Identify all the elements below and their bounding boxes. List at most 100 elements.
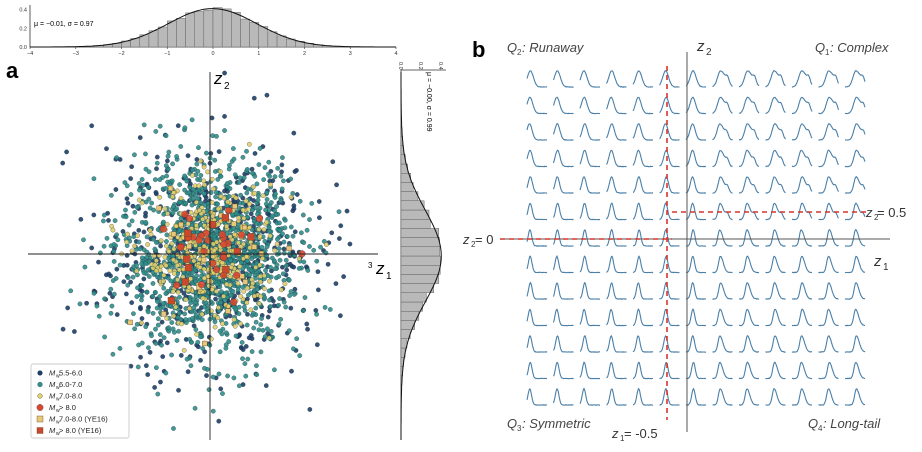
scatter-point — [136, 197, 142, 203]
scatter-point — [347, 241, 353, 247]
grid-curve — [818, 123, 840, 141]
scatter-point — [193, 192, 198, 198]
grid-curve — [579, 229, 601, 247]
scatter-point — [165, 211, 170, 216]
scatter-point — [264, 190, 270, 195]
grid-curve — [552, 387, 574, 406]
scatter-point — [283, 257, 289, 263]
scatter-point — [200, 346, 206, 351]
grid-curve — [632, 149, 654, 168]
scatter-point — [196, 145, 201, 150]
grid-curve — [526, 255, 548, 274]
scatter-point — [258, 273, 263, 279]
scatter-point — [261, 177, 267, 182]
grid-curve — [791, 70, 813, 88]
scatter-point — [241, 288, 247, 294]
z2-zero-label: z 2 = 0 — [462, 232, 493, 249]
scatter-point — [117, 346, 123, 351]
grid-curve — [553, 335, 574, 353]
scatter-point — [274, 241, 280, 247]
right-hist-bar — [400, 265, 441, 275]
scatter-point-square — [183, 255, 191, 263]
grid-curve — [739, 202, 760, 221]
scatter-point — [206, 387, 212, 393]
scatter-point — [130, 274, 136, 280]
scatter-point — [176, 328, 181, 334]
top-hist-bar — [240, 18, 250, 48]
scatter-point — [201, 178, 206, 184]
scatter-point — [261, 227, 267, 232]
grid-curve — [818, 308, 839, 327]
scatter-point — [249, 166, 255, 172]
scatter-point — [78, 217, 84, 222]
scatter-point — [278, 198, 284, 204]
scatter-point — [158, 379, 163, 385]
scatter-point — [213, 296, 218, 302]
scatter-point — [190, 167, 195, 173]
scatter-point — [247, 225, 252, 230]
right-hist-bar — [400, 182, 414, 192]
scatter-point — [154, 365, 159, 370]
grid-curve — [552, 229, 574, 247]
scatter-point — [122, 180, 128, 185]
scatter-point — [231, 146, 236, 151]
scatter-point — [153, 326, 158, 332]
top-hist-bar — [249, 22, 259, 48]
scatter-point — [196, 183, 202, 189]
scatter-point — [305, 326, 310, 332]
scatter-point — [114, 312, 120, 317]
scatter-point — [109, 193, 114, 198]
scatter-point — [257, 146, 263, 151]
scatter-point — [255, 214, 264, 223]
z2-zero-sub: 2 — [471, 240, 476, 249]
top-hist-xtick-label: −2 — [118, 51, 124, 57]
grid-curve — [712, 96, 733, 114]
legend-label-sub: w — [56, 408, 60, 414]
legend-label-text: > 8.0 (YE16) — [59, 426, 102, 435]
scatter-point — [222, 70, 227, 76]
grid-curve — [765, 308, 786, 327]
grid-curve — [579, 96, 601, 115]
scatter-point — [257, 262, 263, 268]
scatter-point — [259, 244, 265, 250]
scatter-point — [170, 194, 175, 200]
scatter-point — [218, 194, 224, 199]
panel-a: −4 −3 −2 −1 0 1 2 3 4 0.0 0.2 0.4 μ = −0.01, σ = 0… — [6, 5, 446, 440]
scatter-point — [124, 262, 130, 268]
grid-curve — [791, 96, 813, 115]
scatter-point — [184, 356, 190, 362]
grid-curve — [738, 388, 760, 406]
grid-curve — [659, 202, 680, 221]
grid-curve — [739, 70, 760, 88]
scatter-point — [176, 267, 182, 273]
grid-curve — [765, 387, 786, 406]
scatter-point — [146, 274, 152, 279]
grid-curve — [552, 70, 574, 88]
right-hist-bar — [400, 237, 440, 248]
scatter-point — [279, 162, 285, 168]
legend-label-text: > 8.0 — [59, 403, 76, 412]
scatter-point — [153, 268, 159, 274]
scatter-point — [125, 200, 131, 206]
scatter-point — [157, 294, 163, 299]
grid-curve — [606, 255, 627, 274]
scatter-point — [262, 286, 267, 292]
scatter-point — [193, 312, 199, 318]
scatter-point — [124, 183, 130, 189]
scatter-point — [325, 261, 331, 267]
quadrant-q2-label: Q 2 : Runaway — [507, 40, 585, 57]
scatter-point — [232, 232, 237, 237]
grid-curve — [844, 255, 865, 274]
scatter-point — [188, 210, 194, 215]
scatter-point — [220, 391, 225, 396]
scatter-point — [129, 300, 135, 305]
grid-curve — [712, 255, 733, 274]
grid-curve — [606, 202, 627, 221]
scatter-point — [124, 291, 129, 297]
scatter-point — [268, 168, 274, 174]
scatter-point — [177, 243, 185, 251]
scatter-z1-letter: z — [375, 259, 385, 278]
scatter-point — [214, 239, 220, 245]
scatter-point — [208, 299, 214, 305]
